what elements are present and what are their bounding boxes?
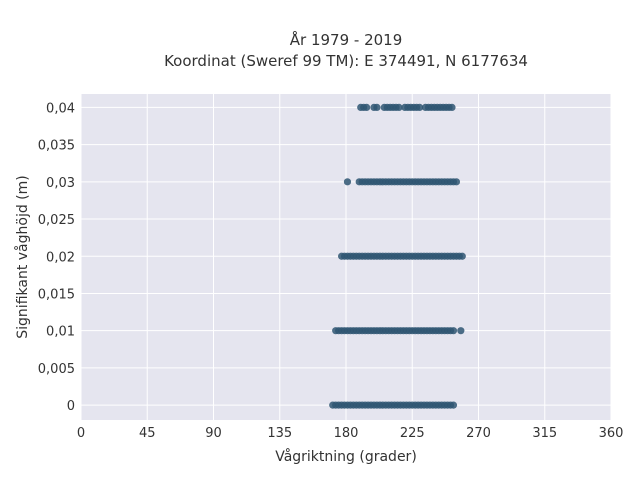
data-point — [449, 401, 458, 409]
data-point — [458, 252, 466, 260]
x-tick-label: 225 — [400, 426, 425, 441]
x-tick-labels: 0 45 90 135 180 225 270 315 360 — [77, 426, 624, 441]
x-tick-label: 315 — [532, 426, 557, 441]
y-tick-label: 0,035 — [38, 139, 75, 154]
y-tick-label: 0,04 — [46, 101, 75, 116]
data-points — [329, 103, 466, 409]
x-tick-label: 0 — [77, 426, 85, 441]
chart-title-line-2: Koordinat (Sweref 99 TM): E 374491, N 61… — [164, 52, 528, 70]
y-tick-label: 0,03 — [46, 176, 75, 191]
x-tick-label: 180 — [334, 426, 359, 441]
x-tick-label: 45 — [139, 426, 156, 441]
data-point — [363, 103, 371, 111]
y-tick-label: 0,015 — [38, 287, 75, 302]
y-axis-title: Signifikant våghöjd (m) — [14, 175, 31, 338]
y-tick-labels: 0 0,005 0,01 0,015 0,02 0,025 0,03 0,035 0,04 — [38, 101, 75, 414]
y-tick-label: 0 — [67, 399, 75, 414]
data-point — [395, 103, 403, 111]
y-tick-label: 0,01 — [46, 325, 75, 340]
data-point — [452, 178, 461, 186]
x-tick-label: 360 — [599, 426, 624, 441]
x-axis-title: Vågriktning (grader) — [275, 448, 417, 465]
y-tick-label: 0,025 — [38, 213, 75, 228]
y-tick-label: 0,02 — [46, 250, 75, 265]
y-tick-label: 0,005 — [38, 362, 75, 377]
data-point — [457, 327, 465, 335]
x-tick-label: 270 — [466, 426, 491, 441]
data-point — [343, 178, 352, 186]
x-tick-label: 135 — [267, 426, 292, 441]
data-point — [448, 103, 456, 111]
data-point — [373, 103, 381, 111]
data-point — [449, 327, 458, 335]
chart-title-line-1: År 1979 - 2019 — [290, 30, 403, 49]
data-point — [416, 103, 424, 111]
x-tick-label: 90 — [205, 426, 222, 441]
